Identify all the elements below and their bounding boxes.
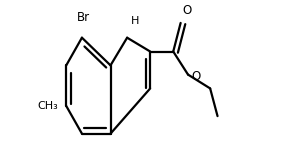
Text: O: O <box>183 4 192 17</box>
Text: H: H <box>131 16 139 26</box>
Text: O: O <box>192 70 201 83</box>
Text: CH₃: CH₃ <box>37 101 58 111</box>
Text: Br: Br <box>77 11 90 24</box>
